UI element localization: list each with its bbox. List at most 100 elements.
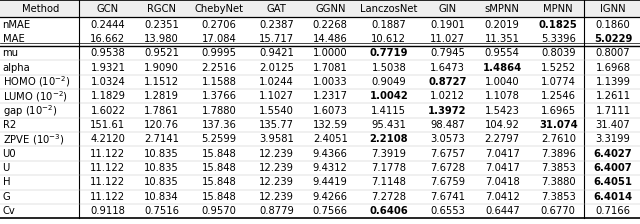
Text: 2.2797: 2.2797	[484, 134, 520, 144]
Text: 0.9521: 0.9521	[144, 48, 179, 58]
Text: 0.2387: 0.2387	[259, 20, 294, 30]
Text: H: H	[3, 177, 10, 187]
Text: 7.2728: 7.2728	[371, 192, 406, 202]
Text: 16.662: 16.662	[90, 34, 125, 44]
Text: 1.2819: 1.2819	[144, 91, 179, 101]
Text: 0.7166: 0.7166	[596, 206, 630, 216]
Text: alpha: alpha	[3, 63, 30, 73]
Text: 0.2351: 0.2351	[144, 20, 179, 30]
Text: 7.0417: 7.0417	[485, 163, 520, 173]
Text: 0.1887: 0.1887	[371, 20, 406, 30]
Text: 1.2317: 1.2317	[313, 91, 348, 101]
Text: 6.4027: 6.4027	[594, 149, 632, 159]
Text: IGNN: IGNN	[600, 4, 626, 14]
Text: RGCN: RGCN	[147, 4, 176, 14]
Text: 0.6447: 0.6447	[485, 206, 520, 216]
Text: 7.3919: 7.3919	[371, 149, 406, 159]
Text: 12.239: 12.239	[259, 149, 294, 159]
Text: U0: U0	[3, 149, 16, 159]
Text: 2.7610: 2.7610	[541, 134, 576, 144]
FancyBboxPatch shape	[0, 0, 640, 17]
Text: 0.8727: 0.8727	[428, 77, 467, 87]
Text: 11.351: 11.351	[484, 34, 520, 44]
Text: 10.835: 10.835	[144, 149, 179, 159]
Text: R2: R2	[3, 120, 16, 130]
Text: 7.3880: 7.3880	[541, 177, 575, 187]
Text: 10.834: 10.834	[145, 192, 179, 202]
Text: GGNN: GGNN	[315, 4, 346, 14]
Text: 1.9321: 1.9321	[90, 63, 125, 73]
Text: 12.239: 12.239	[259, 192, 294, 202]
Text: 1.4115: 1.4115	[371, 106, 406, 116]
Text: 7.0412: 7.0412	[485, 192, 520, 202]
Text: nMAE: nMAE	[3, 20, 31, 30]
Text: 15.848: 15.848	[202, 149, 236, 159]
Text: 12.239: 12.239	[259, 163, 294, 173]
Text: 2.2108: 2.2108	[369, 134, 408, 144]
Text: 5.2599: 5.2599	[202, 134, 237, 144]
Text: 11.027: 11.027	[430, 34, 465, 44]
Text: 0.6406: 0.6406	[369, 206, 408, 216]
Text: 1.0324: 1.0324	[90, 77, 125, 87]
Text: 0.1901: 0.1901	[430, 20, 465, 30]
Text: 1.3766: 1.3766	[202, 91, 237, 101]
Text: 9.4419: 9.4419	[313, 177, 348, 187]
Text: MAE: MAE	[3, 34, 24, 44]
Text: 151.61: 151.61	[90, 120, 125, 130]
Text: 5.3396: 5.3396	[541, 34, 576, 44]
Text: 98.487: 98.487	[430, 120, 465, 130]
Text: LUMO $(10^{-2})$: LUMO $(10^{-2})$	[3, 89, 68, 104]
Text: gap $(10^{-2})$: gap $(10^{-2})$	[3, 103, 57, 118]
Text: 0.6553: 0.6553	[430, 206, 465, 216]
Text: 0.9995: 0.9995	[202, 48, 237, 58]
Text: 0.7719: 0.7719	[370, 48, 408, 58]
Text: GIN: GIN	[438, 4, 456, 14]
Text: 7.6741: 7.6741	[430, 192, 465, 202]
Text: 7.0417: 7.0417	[485, 149, 520, 159]
Text: 0.2706: 0.2706	[202, 20, 237, 30]
Text: 12.239: 12.239	[259, 177, 294, 187]
Text: 1.9090: 1.9090	[144, 63, 179, 73]
Text: 0.9118: 0.9118	[90, 206, 125, 216]
Text: 9.4366: 9.4366	[313, 149, 348, 159]
Text: 11.122: 11.122	[90, 177, 125, 187]
Text: 0.9538: 0.9538	[90, 48, 125, 58]
Text: 5.0229: 5.0229	[594, 34, 632, 44]
Text: 9.4312: 9.4312	[313, 163, 348, 173]
Text: 0.8007: 0.8007	[596, 48, 630, 58]
Text: ZPVE $(10^{-3})$: ZPVE $(10^{-3})$	[3, 132, 64, 147]
Text: 11.122: 11.122	[90, 149, 125, 159]
Text: 11.122: 11.122	[90, 192, 125, 202]
Text: 0.1860: 0.1860	[596, 20, 630, 30]
Text: 6.4014: 6.4014	[593, 192, 633, 202]
Text: HOMO $(10^{-2})$: HOMO $(10^{-2})$	[3, 75, 70, 89]
Text: 2.2516: 2.2516	[202, 63, 237, 73]
Text: 0.9570: 0.9570	[202, 206, 237, 216]
Text: MPNN: MPNN	[543, 4, 573, 14]
Text: 1.1829: 1.1829	[90, 91, 125, 101]
Text: 0.2268: 0.2268	[313, 20, 348, 30]
Text: 15.848: 15.848	[202, 163, 236, 173]
Text: 1.1588: 1.1588	[202, 77, 237, 87]
Text: 1.1399: 1.1399	[596, 77, 630, 87]
Text: 104.92: 104.92	[485, 120, 520, 130]
Text: 1.6968: 1.6968	[596, 63, 630, 73]
Text: 1.1027: 1.1027	[259, 91, 294, 101]
Text: 9.4266: 9.4266	[313, 192, 348, 202]
Text: 3.9581: 3.9581	[259, 134, 294, 144]
Text: 120.76: 120.76	[144, 120, 179, 130]
Text: 31.407: 31.407	[596, 120, 630, 130]
Text: 17.084: 17.084	[202, 34, 236, 44]
Text: 1.2546: 1.2546	[541, 91, 576, 101]
Text: 1.0040: 1.0040	[485, 77, 520, 87]
Text: 6.4007: 6.4007	[594, 163, 632, 173]
Text: G: G	[3, 192, 10, 202]
Text: Cv: Cv	[3, 206, 15, 216]
Text: 7.1148: 7.1148	[371, 177, 406, 187]
Text: 0.7945: 0.7945	[430, 48, 465, 58]
Text: 7.0418: 7.0418	[485, 177, 520, 187]
Text: 0.9554: 0.9554	[485, 48, 520, 58]
Text: 132.59: 132.59	[313, 120, 348, 130]
Text: 0.8039: 0.8039	[541, 48, 575, 58]
Text: 0.7516: 0.7516	[144, 206, 179, 216]
